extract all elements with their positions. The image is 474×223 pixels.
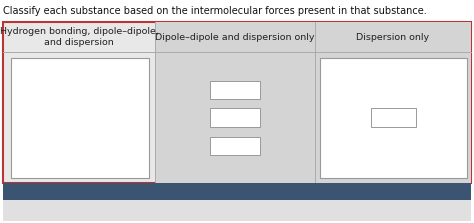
FancyBboxPatch shape [3,200,471,221]
Text: Dipole–dipole and dispersion only: Dipole–dipole and dispersion only [155,33,315,41]
Text: Dispersion only: Dispersion only [356,33,429,41]
FancyBboxPatch shape [3,183,471,200]
Text: HCl: HCl [227,113,243,122]
Text: Answer Bank: Answer Bank [205,186,269,196]
FancyBboxPatch shape [210,136,260,155]
FancyBboxPatch shape [3,22,471,183]
FancyBboxPatch shape [315,22,471,183]
FancyBboxPatch shape [210,109,260,126]
FancyBboxPatch shape [371,109,416,126]
FancyBboxPatch shape [11,58,149,178]
FancyBboxPatch shape [320,58,467,178]
FancyBboxPatch shape [210,81,260,99]
FancyBboxPatch shape [155,22,315,183]
Text: Classify each substance based on the intermolecular forces present in that subst: Classify each substance based on the int… [3,6,427,16]
Text: Hydrogen bonding, dipole–dipole,
and dispersion: Hydrogen bonding, dipole–dipole, and dis… [0,27,158,47]
Text: NH₃: NH₃ [227,85,244,94]
Text: CO₂: CO₂ [384,113,401,122]
Text: CO: CO [228,141,242,150]
